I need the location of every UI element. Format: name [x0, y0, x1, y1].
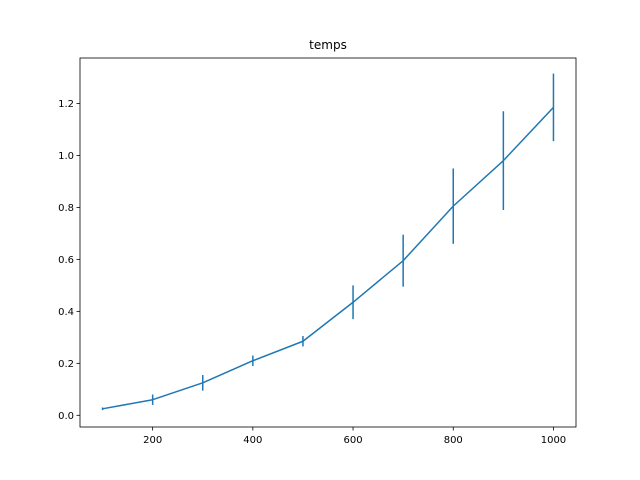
y-tick-label: 0.4 — [58, 307, 74, 318]
x-tick-label: 1000 — [541, 435, 566, 446]
y-tick-label: 1.2 — [58, 99, 74, 110]
y-tick-label: 0.6 — [58, 255, 74, 266]
y-tick-label: 1.0 — [58, 151, 74, 162]
x-axis: 200 400 600 800 1000 — [143, 427, 566, 446]
y-tick-label: 0.2 — [58, 359, 74, 370]
x-tick-label: 600 — [344, 435, 363, 446]
plot-area — [101, 73, 555, 411]
plot-frame — [79, 57, 577, 428]
series-line — [102, 106, 554, 410]
x-tick-label: 400 — [243, 435, 262, 446]
x-tick-label: 800 — [444, 435, 463, 446]
y-tick-label: 0.8 — [58, 203, 74, 214]
y-tick-label: 0.0 — [58, 411, 74, 422]
chart-title: temps — [309, 38, 347, 52]
y-axis: 0.0 0.2 0.4 0.6 0.8 1.0 1.2 — [58, 99, 80, 422]
x-tick-label: 200 — [143, 435, 162, 446]
